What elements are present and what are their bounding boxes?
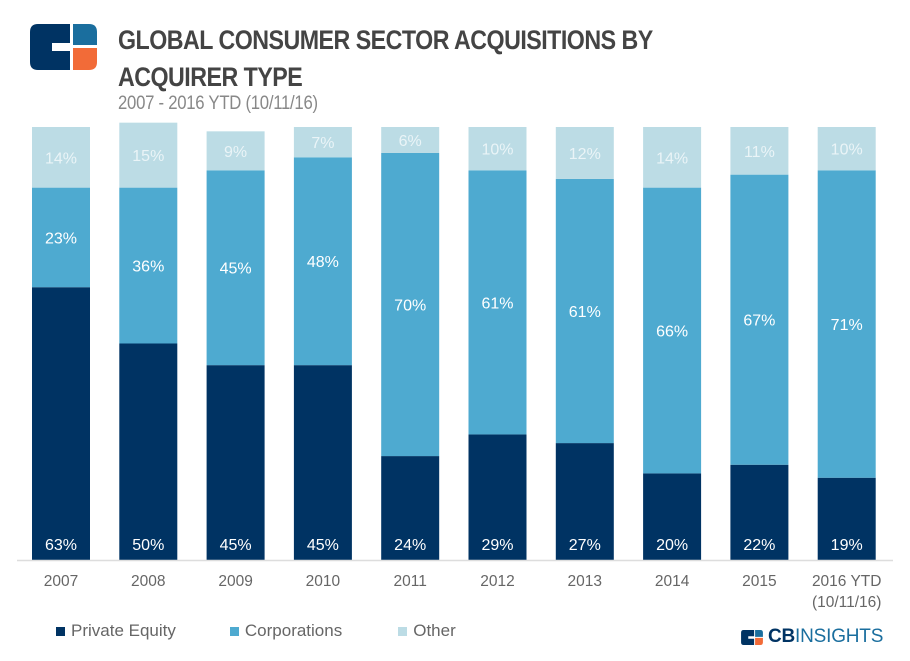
- bars-group: 63% 23% 14% 50% 36% 15% 45% 45% 9% 45% 48% 7% 24% 70%…: [32, 122, 876, 560]
- bar-private-equity-2008: [119, 343, 178, 560]
- data-label-private-equity-2008: 50%: [132, 537, 164, 554]
- data-label-corporations-2014: 66%: [656, 324, 688, 341]
- bar-other-2007: [32, 127, 90, 188]
- bar-corporations-2014: [643, 187, 702, 474]
- chart-title-line-1: GLOBAL CONSUMER SECTOR ACQUISITIONS BY: [118, 25, 653, 55]
- data-label-private-equity-2016-ytd-10-11-16: 19%: [831, 537, 863, 554]
- data-label-other-2011: 6%: [399, 133, 422, 150]
- bar-other-2009: [206, 131, 265, 171]
- data-label-corporations-2007: 23%: [45, 230, 77, 247]
- bar-private-equity-2013: [555, 443, 614, 560]
- chart-subtitle: 2007 - 2016 YTD (10/11/16): [118, 93, 318, 114]
- x-tick-label-2010: 2010: [306, 573, 341, 590]
- data-label-private-equity-2014: 20%: [656, 537, 688, 554]
- bar-other-2008: [119, 122, 178, 188]
- legend: Private Equity Corporations Other: [56, 621, 492, 641]
- x-tick-label-2009: 2009: [218, 573, 252, 590]
- x-tick-label-2014: 2014: [655, 573, 690, 590]
- bar-private-equity-2012: [468, 434, 527, 560]
- data-label-other-2016-ytd-10-11-16: 10%: [831, 142, 863, 159]
- bar-other-2013: [555, 127, 614, 179]
- legend-label: Other: [413, 621, 456, 640]
- x-tick-label-2012: 2012: [480, 573, 514, 590]
- cb-insights-small-logo-icon: [741, 629, 763, 645]
- bar-other-2012: [468, 127, 527, 171]
- bar-corporations-2012: [468, 170, 527, 435]
- cb-insights-brand: CBINSIGHTS: [741, 626, 883, 648]
- bar-corporations-2013: [555, 178, 614, 444]
- bar-corporations-2015: [730, 174, 789, 465]
- data-label-other-2015: 11%: [744, 144, 775, 161]
- data-label-corporations-2009: 45%: [220, 261, 252, 278]
- bar-other-2014: [643, 127, 702, 188]
- bar-other-2016-ytd-10-11-16: [817, 127, 876, 171]
- brand-light: INSIGHTS: [795, 626, 884, 647]
- data-label-private-equity-2013: 27%: [569, 537, 601, 554]
- brand-bold: CB: [768, 626, 796, 647]
- legend-item-other: Other: [398, 621, 456, 641]
- bar-private-equity-2009: [206, 365, 265, 560]
- data-label-private-equity-2012: 29%: [481, 537, 513, 554]
- x-tick-labels: 2007 2008 2009 2010 2011 2012 2013 2014 2015 2016…: [44, 573, 882, 611]
- bar-private-equity-2011: [381, 456, 440, 560]
- legend-swatch-corporations: [229, 626, 239, 636]
- x-tick-label-2016-ytd-10-11-16: 2016 YTD: [812, 573, 882, 590]
- data-label-corporations-2011: 70%: [394, 298, 426, 315]
- legend-label: Corporations: [244, 621, 343, 640]
- data-label-private-equity-2009: 45%: [220, 537, 252, 554]
- bar-private-equity-2010: [293, 365, 352, 560]
- bar-corporations-2011: [381, 152, 440, 457]
- data-label-other-2012: 10%: [481, 142, 513, 159]
- chart-title: GLOBAL CONSUMER SECTOR ACQUISITIONS BY A…: [118, 22, 720, 96]
- data-label-private-equity-2007: 63%: [45, 537, 77, 554]
- data-label-corporations-2015: 67%: [743, 313, 775, 330]
- bar-corporations-2007: [32, 187, 90, 288]
- data-label-other-2007: 14%: [45, 150, 77, 167]
- legend-swatch-other: [398, 626, 408, 636]
- bar-corporations-2016-ytd-10-11-16: [817, 170, 876, 478]
- bar-corporations-2009: [206, 170, 265, 366]
- data-label-private-equity-2010: 45%: [307, 537, 339, 554]
- data-label-other-2013: 12%: [569, 146, 601, 163]
- legend-item-corporations: Corporations: [229, 621, 343, 641]
- data-label-other-2010: 7%: [311, 135, 334, 152]
- x-tick-label-2013: 2013: [568, 573, 602, 590]
- data-label-private-equity-2011: 24%: [394, 537, 426, 554]
- data-label-corporations-2008: 36%: [132, 259, 164, 276]
- x-tick-label-2015: 2015: [742, 573, 776, 590]
- brand-wordmark: CBINSIGHTS: [768, 626, 883, 648]
- legend-swatch-private-equity: [56, 626, 65, 636]
- x-tick-label-2016-ytd-10-11-16-line-2: (10/11/16): [812, 594, 882, 611]
- bar-corporations-2008: [119, 187, 178, 344]
- data-label-other-2009: 9%: [224, 144, 247, 161]
- data-label-corporations-2012: 61%: [481, 295, 513, 312]
- bar-private-equity-2015: [730, 464, 789, 560]
- x-tick-label-2007: 2007: [44, 573, 78, 590]
- data-label-other-2014: 14%: [656, 150, 688, 167]
- bar-private-equity-2014: [643, 473, 702, 560]
- bar-other-2015: [730, 127, 789, 175]
- bar-other-2011: [381, 127, 440, 153]
- data-label-private-equity-2015: 22%: [743, 537, 775, 554]
- bar-corporations-2010: [293, 157, 352, 366]
- x-tick-label-2008: 2008: [131, 573, 165, 590]
- data-label-other-2008: 15%: [132, 148, 164, 165]
- bar-private-equity-2007: [32, 287, 90, 560]
- data-label-corporations-2010: 48%: [307, 254, 339, 271]
- legend-label: Private Equity: [71, 621, 176, 640]
- data-label-corporations-2016-ytd-10-11-16: 71%: [831, 317, 863, 334]
- legend-item-private-equity: Private Equity: [56, 621, 176, 641]
- data-label-corporations-2013: 61%: [569, 304, 601, 321]
- chart-title-line-2: ACQUIRER TYPE: [118, 62, 303, 92]
- x-tick-label-2011: 2011: [394, 573, 427, 590]
- bar-private-equity-2016-ytd-10-11-16: [817, 477, 876, 560]
- cb-insights-logo-icon: [30, 24, 97, 70]
- bar-other-2010: [293, 127, 352, 158]
